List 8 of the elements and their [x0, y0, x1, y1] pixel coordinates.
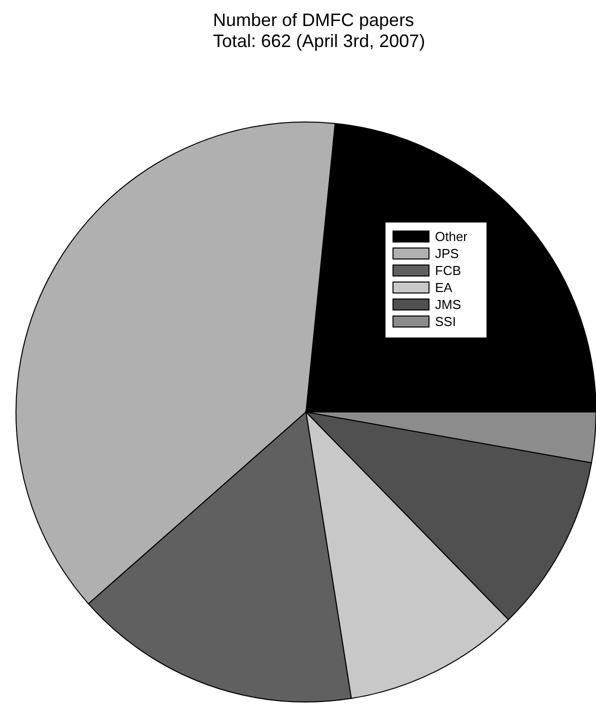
legend-label: JPS [435, 246, 460, 261]
legend-label: FCB [435, 263, 461, 278]
chart-subtitle: Total: 662 (April 3rd, 2007) [213, 31, 426, 51]
legend-label: JMS [435, 297, 462, 312]
chart-title: Number of DMFC papers [213, 10, 414, 30]
legend-label: SSI [435, 314, 456, 329]
legend-label: EA [435, 280, 453, 295]
legend-label: Other [435, 229, 468, 244]
